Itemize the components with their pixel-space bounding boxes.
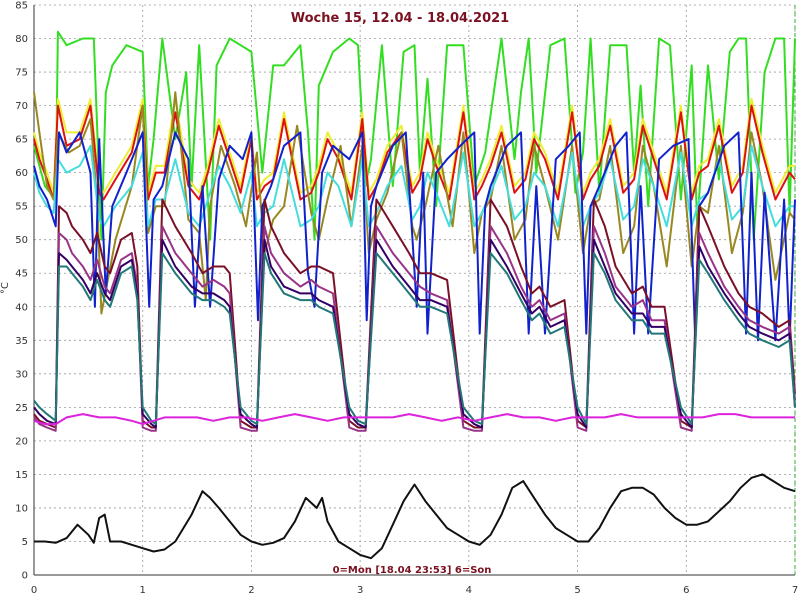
x-tick-label: 7 <box>792 585 798 596</box>
y-tick-label: 85 <box>15 1 28 12</box>
x-tick-label: 2 <box>248 585 254 596</box>
series-line-9 <box>33 252 796 426</box>
x-tick-label: 3 <box>357 585 363 596</box>
x-tick-label: 5 <box>574 585 580 596</box>
y-tick-label: 35 <box>15 336 28 347</box>
y-tick-label: 10 <box>15 503 28 514</box>
x-axis-label: 0=Mon [18.04 23:53] 6=Son <box>333 565 492 576</box>
series-line-11 <box>34 473 796 560</box>
y-tick-label: 50 <box>15 235 28 246</box>
x-tick-label: 1 <box>140 585 146 596</box>
y-tick-label: 55 <box>15 202 28 213</box>
y-tick-label: 70 <box>15 101 28 112</box>
series-line-0 <box>33 30 796 241</box>
x-tick-label: 4 <box>466 585 472 596</box>
y-tick-label: 75 <box>15 68 28 79</box>
y-axis-label: °C <box>0 282 11 294</box>
series-layer <box>33 30 796 560</box>
series-line-10 <box>33 413 795 426</box>
y-tick-label: 0 <box>22 571 28 582</box>
y-tick-label: 5 <box>22 537 28 548</box>
chart-title: Woche 15, 12.04 - 18.04.2021 <box>291 11 509 26</box>
y-tick-label: 30 <box>15 369 28 380</box>
series-line-8 <box>33 238 796 429</box>
y-tick-label: 65 <box>15 135 28 146</box>
series-line-7 <box>33 225 796 432</box>
y-tick-label: 40 <box>15 302 28 313</box>
series-line-3 <box>33 91 796 315</box>
x-tick-label: 6 <box>683 585 689 596</box>
series-line-5 <box>33 131 796 342</box>
axes <box>33 5 796 576</box>
y-tick-label: 25 <box>15 403 28 414</box>
y-tick-label: 60 <box>15 168 28 179</box>
x-tick-label: 0 <box>31 585 37 596</box>
y-tick-label: 20 <box>15 436 28 447</box>
y-tick-label: 15 <box>15 470 28 481</box>
y-tick-label: 45 <box>15 269 28 280</box>
y-tick-label: 80 <box>15 34 28 45</box>
series-line-6 <box>33 198 796 429</box>
